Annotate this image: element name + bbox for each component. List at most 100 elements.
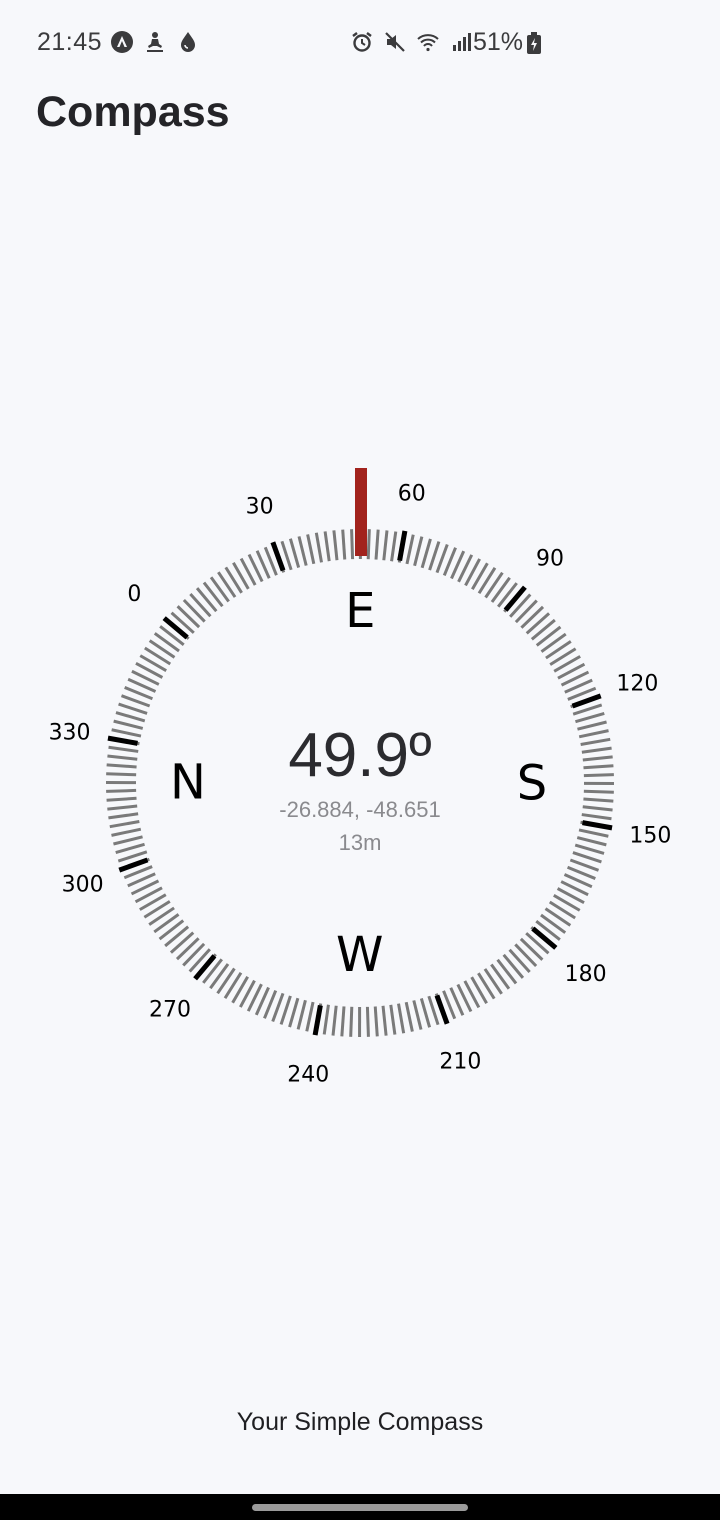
minor-tick — [340, 1006, 346, 1037]
minor-tick — [182, 598, 206, 623]
minor-tick — [305, 1001, 315, 1032]
minor-tick — [195, 587, 218, 613]
degree-label: 270 — [149, 998, 191, 1023]
minor-tick — [450, 550, 466, 580]
minor-tick — [148, 906, 175, 926]
minor-tick — [572, 703, 603, 716]
minor-tick — [583, 773, 614, 778]
minor-tick — [449, 987, 465, 1016]
minor-tick — [254, 986, 270, 1016]
minor-tick — [159, 625, 185, 646]
minor-tick — [564, 678, 593, 694]
minor-tick — [389, 1004, 397, 1035]
home-gesture-handle[interactable] — [252, 1504, 468, 1511]
minor-tick — [130, 879, 160, 896]
minor-tick — [381, 1005, 388, 1036]
minor-tick — [115, 711, 146, 723]
minor-tick — [106, 772, 137, 777]
minor-tick — [569, 858, 600, 872]
minor-tick — [239, 557, 257, 586]
minor-tick — [108, 745, 139, 753]
minor-tick — [217, 571, 237, 598]
minor-tick — [120, 694, 151, 708]
minor-tick — [483, 968, 503, 995]
minor-tick — [464, 558, 481, 587]
minor-tick — [202, 958, 223, 984]
minor-tick — [139, 654, 167, 672]
degree-label: 210 — [439, 1049, 481, 1074]
meditation-icon — [147, 32, 163, 52]
cardinal-w: W — [336, 927, 383, 983]
minor-tick — [350, 529, 355, 560]
minor-tick — [463, 980, 481, 1009]
degree-label: 90 — [536, 546, 564, 571]
minor-tick — [457, 554, 474, 583]
minor-tick — [540, 913, 567, 934]
minor-tick — [549, 647, 577, 666]
minor-tick — [349, 1006, 354, 1037]
minor-tick — [306, 534, 316, 565]
app-notification-icon — [111, 31, 133, 53]
signal-icon — [453, 33, 471, 51]
minor-tick — [297, 536, 308, 566]
battery-icon — [527, 32, 541, 54]
coordinates-readout: -26.884, -48.651 — [279, 797, 441, 822]
minor-tick — [113, 719, 144, 730]
minor-tick — [490, 576, 511, 603]
minor-tick — [135, 662, 164, 679]
minor-tick — [563, 873, 593, 889]
minor-tick — [477, 567, 497, 595]
minor-tick — [405, 534, 415, 565]
minor-tick — [158, 919, 185, 941]
minor-tick — [176, 605, 201, 629]
minor-tick — [109, 820, 140, 829]
minor-tick — [322, 1004, 330, 1035]
minor-tick — [525, 612, 551, 635]
minor-tick — [127, 677, 157, 693]
minor-tick — [131, 669, 160, 686]
minor-tick — [123, 865, 153, 880]
minor-tick — [581, 813, 612, 821]
compass-dial: 0 30 60 90 120 150 180 210 240 270 300 330 N E S W — [0, 440, 720, 1100]
major-tick — [503, 585, 527, 612]
water-drop-icon — [181, 32, 195, 52]
minor-tick — [497, 582, 518, 608]
minor-tick — [397, 1003, 406, 1034]
minor-tick — [557, 662, 586, 680]
minor-tick — [117, 850, 148, 863]
minor-tick — [435, 543, 449, 574]
minor-tick — [164, 925, 190, 948]
major-tick — [118, 857, 149, 873]
minor-tick — [182, 942, 206, 967]
minor-tick — [107, 754, 138, 761]
minor-tick — [574, 843, 605, 855]
minor-tick — [111, 728, 142, 738]
degree-label: 30 — [246, 495, 274, 520]
minor-tick — [189, 592, 212, 618]
wifi-icon — [417, 34, 439, 52]
minor-tick — [106, 796, 137, 802]
cardinal-e: E — [345, 583, 375, 639]
minor-tick — [296, 999, 307, 1030]
minor-tick — [224, 566, 243, 594]
major-tick — [397, 530, 408, 561]
minor-tick — [202, 581, 224, 608]
minor-tick — [247, 553, 264, 583]
minor-tick — [484, 571, 504, 599]
minor-tick — [544, 907, 572, 927]
minor-tick — [153, 913, 180, 934]
minor-tick — [428, 541, 441, 571]
status-time: 21:45 — [37, 28, 103, 56]
minor-tick — [127, 872, 156, 888]
minor-tick — [374, 529, 380, 560]
minor-tick — [118, 702, 148, 715]
minor-tick — [170, 611, 195, 634]
degree-label: 0 — [127, 582, 141, 607]
minor-tick — [231, 976, 249, 1004]
cardinal-s: S — [517, 755, 547, 811]
minor-tick — [514, 599, 538, 624]
minor-tick — [106, 763, 137, 769]
minor-tick — [332, 530, 339, 561]
degree-label: 150 — [629, 824, 671, 849]
